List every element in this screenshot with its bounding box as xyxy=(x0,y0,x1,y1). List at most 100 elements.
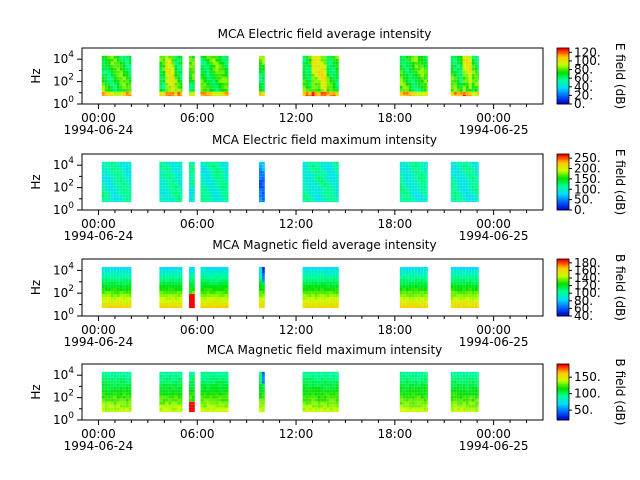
heatmap-cell xyxy=(180,273,183,276)
heatmap-cell xyxy=(450,73,454,77)
heatmap-cell xyxy=(125,194,129,198)
heatmap-cell xyxy=(308,67,312,71)
heatmap-cell xyxy=(189,197,192,201)
heatmap-cell xyxy=(332,73,336,77)
heatmap-cell xyxy=(200,188,204,192)
heatmap-cell xyxy=(180,94,183,97)
heatmap-cell xyxy=(212,61,216,65)
heatmap-cell xyxy=(426,64,428,68)
heatmap-cell xyxy=(122,194,126,198)
heatmap-cell xyxy=(227,188,229,192)
heatmap-cell xyxy=(259,404,262,408)
heatmap-cell xyxy=(323,64,327,68)
heatmap-cell xyxy=(177,294,181,297)
heatmap-cell xyxy=(122,70,126,74)
heatmap-cell xyxy=(414,285,418,288)
heatmap-cell xyxy=(200,270,204,273)
heatmap-cell xyxy=(209,297,213,300)
heatmap-cell xyxy=(462,194,466,198)
heatmap-cell xyxy=(411,70,415,74)
heatmap-cell xyxy=(206,88,210,92)
heatmap-cell xyxy=(189,173,192,177)
heatmap-cell xyxy=(317,291,321,294)
heatmap-cell xyxy=(165,182,169,186)
heatmap-cell xyxy=(200,297,204,300)
heatmap-cell xyxy=(215,179,219,183)
heatmap-cell xyxy=(314,73,318,77)
heatmap-cell xyxy=(405,61,409,65)
heatmap-cell xyxy=(335,282,339,285)
heatmap-cell xyxy=(474,389,478,393)
heatmap-cell xyxy=(125,55,129,59)
heatmap-cell xyxy=(215,392,219,396)
heatmap-cell xyxy=(227,61,229,65)
heatmap-cell xyxy=(262,270,265,273)
heatmap-cell xyxy=(116,194,120,198)
heatmap-cell xyxy=(192,167,195,171)
heatmap-cell xyxy=(423,285,427,288)
heatmap-cell xyxy=(399,386,403,390)
heatmap-cell xyxy=(113,67,117,71)
heatmap-cell xyxy=(128,173,132,177)
heatmap-cell xyxy=(468,404,472,408)
heatmap-cell xyxy=(165,267,169,270)
heatmap-cell xyxy=(262,73,265,77)
y-tick-label: 102 xyxy=(53,389,74,405)
heatmap-cell xyxy=(212,170,216,174)
heatmap-cell xyxy=(101,407,105,411)
heatmap-cell xyxy=(224,377,228,381)
heatmap-cell xyxy=(426,306,428,309)
colorbar-frame xyxy=(556,363,570,421)
heatmap-cell xyxy=(308,389,312,393)
heatmap-cell xyxy=(180,73,183,77)
heatmap-cell xyxy=(302,91,306,95)
heatmap-cell xyxy=(326,383,330,387)
heatmap-cell xyxy=(116,164,120,168)
heatmap-cell xyxy=(329,389,333,393)
heatmap-cell xyxy=(262,76,265,80)
heatmap-cell xyxy=(414,70,418,74)
heatmap-cell xyxy=(414,91,418,95)
heatmap-cell xyxy=(189,383,192,387)
heatmap-cell xyxy=(107,383,111,387)
heatmap-cell xyxy=(215,401,219,405)
heatmap-cell xyxy=(200,61,204,65)
heatmap-cell xyxy=(411,167,415,171)
heatmap-cell xyxy=(101,58,105,62)
heatmap-cell xyxy=(177,371,181,375)
heatmap-cell xyxy=(326,176,330,180)
heatmap-cell xyxy=(453,270,457,273)
heatmap-cell xyxy=(311,291,315,294)
heatmap-cell xyxy=(474,401,478,405)
heatmap-cell xyxy=(212,67,216,71)
heatmap-cell xyxy=(159,404,163,408)
heatmap-cell xyxy=(465,182,469,186)
heatmap-cell xyxy=(218,401,222,405)
heatmap-cell xyxy=(218,297,222,300)
heatmap-cell xyxy=(468,182,472,186)
heatmap-cell xyxy=(408,285,412,288)
heatmap-cell xyxy=(218,173,222,177)
heatmap-cell xyxy=(262,55,265,59)
heatmap-cell xyxy=(165,401,169,405)
heatmap-cell xyxy=(259,285,262,288)
heatmap-cell xyxy=(417,395,421,399)
heatmap-cell xyxy=(110,179,114,183)
heatmap-cell xyxy=(332,401,336,405)
heatmap-cell xyxy=(110,306,114,309)
heatmap-cell xyxy=(471,267,475,270)
heatmap-cell xyxy=(305,371,309,375)
heatmap-cell xyxy=(462,300,466,303)
heatmap-cell xyxy=(426,179,428,183)
heatmap-cell xyxy=(206,67,210,71)
heatmap-cell xyxy=(200,88,204,92)
heatmap-cell xyxy=(165,386,169,390)
heatmap-cell xyxy=(462,276,466,279)
heatmap-cell xyxy=(101,55,105,59)
heatmap-cell xyxy=(203,288,207,291)
heatmap-cell xyxy=(259,401,262,405)
heatmap-cell xyxy=(317,170,321,174)
heatmap-cell xyxy=(215,161,219,165)
heatmap-cell xyxy=(165,398,169,402)
heatmap-cell xyxy=(423,173,427,177)
